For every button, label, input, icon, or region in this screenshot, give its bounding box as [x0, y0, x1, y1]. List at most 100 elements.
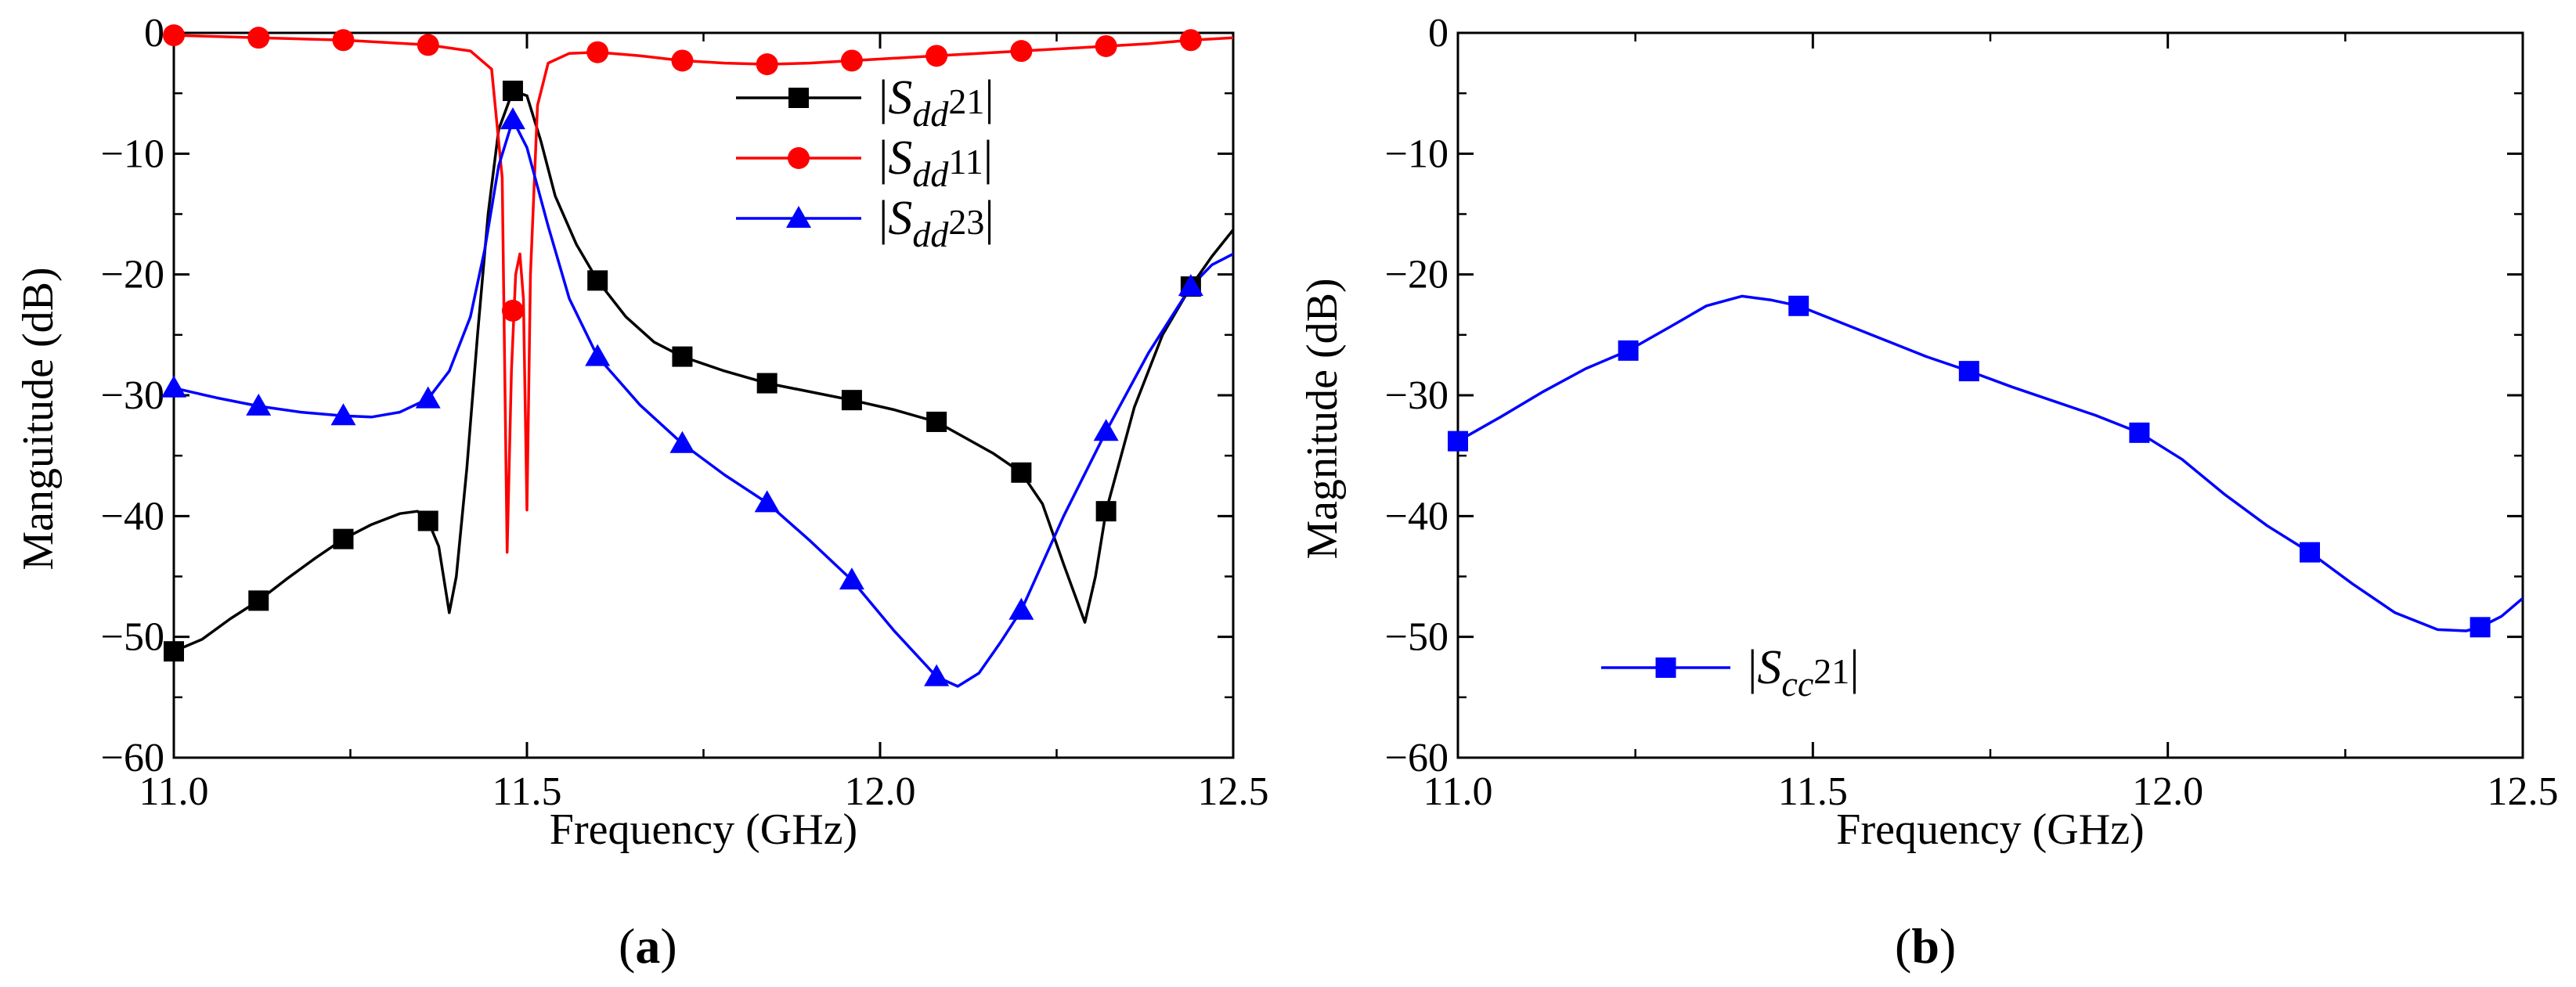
data-point-triangle [839, 567, 864, 590]
data-point-triangle [585, 344, 611, 366]
x-axis-title: Frequency (GHz) [1836, 805, 2144, 854]
data-point-triangle [330, 403, 356, 426]
x-tick-label: 12.5 [2488, 769, 2559, 814]
legend-label-open: | [879, 131, 888, 185]
y-tick-label: −10 [1385, 131, 1449, 176]
y-axis-title: Manguitude (dB) [14, 267, 63, 570]
legend-label-sym: S [888, 192, 912, 245]
data-point-triangle [161, 375, 186, 398]
data-point-triangle [754, 490, 780, 513]
data-point-circle [925, 45, 948, 67]
data-point-circle [247, 27, 270, 49]
series-line-triangle [174, 118, 1233, 688]
data-point-square [1958, 361, 1979, 382]
legend-label-close: | [1849, 641, 1859, 694]
legend-label-open: | [1748, 641, 1757, 694]
y-tick-label: −20 [1385, 253, 1449, 297]
data-point-square [1448, 430, 1468, 452]
data-point-circle [671, 49, 694, 72]
data-point-circle [417, 34, 439, 56]
x-tick-label: 12.5 [1198, 769, 1269, 814]
legend-label-close: | [984, 71, 994, 124]
x-tick-label: 11.0 [139, 769, 208, 814]
data-point-triangle [1008, 597, 1034, 620]
data-point-triangle [1178, 274, 1203, 297]
legend-label-num: 21 [948, 81, 984, 121]
legend-label-sub: cc [1781, 664, 1813, 704]
y-tick-label: −50 [1385, 615, 1449, 660]
y-tick-label: −60 [1385, 736, 1449, 780]
y-tick-label: −20 [101, 253, 164, 297]
data-point-square [248, 590, 269, 611]
data-point-square [502, 81, 523, 102]
data-point-triangle [1093, 419, 1119, 441]
sub-caption: (a) [619, 918, 677, 974]
data-point-triangle [669, 430, 695, 453]
series-line-square [1458, 294, 2523, 632]
sub-caption-close: ) [1939, 918, 1956, 974]
x-tick-label: 11.0 [1423, 769, 1492, 814]
data-point-triangle [500, 107, 525, 130]
data-point-triangle [246, 393, 272, 416]
y-tick-label: −40 [1385, 494, 1449, 539]
data-point-square [164, 641, 184, 662]
y-tick-label: −10 [101, 131, 164, 176]
series-layer [1458, 294, 2523, 632]
data-point-circle [501, 299, 524, 322]
data-point-circle [1095, 34, 1117, 57]
x-tick-label: 12.0 [845, 769, 916, 814]
x-tick-label: 11.5 [492, 769, 561, 814]
data-point-square [1618, 340, 1639, 361]
data-point-square [1011, 462, 1032, 483]
y-axis-title: Magnitude (dB) [1298, 278, 1347, 559]
legend-label-num: 11 [948, 142, 983, 182]
data-point-square [2470, 617, 2491, 638]
sub-caption: (b) [1895, 918, 1956, 974]
legend-label-sym: S [888, 131, 912, 185]
data-point-square [587, 270, 608, 291]
series-line-square [174, 89, 1233, 653]
data-point-triangle [415, 386, 441, 409]
sub-caption-open: ( [1895, 918, 1911, 974]
legend-label-close: | [983, 131, 993, 185]
sub-caption-letter: a [635, 918, 660, 974]
legend-marker-circle [788, 147, 810, 169]
legend-label-sub: dd [912, 154, 949, 194]
legend-label: |Sdd11| [879, 131, 993, 194]
data-point-square [1095, 501, 1117, 522]
y-tick-label: −60 [101, 736, 164, 780]
legend-marker-square [1655, 657, 1676, 678]
data-point-square [756, 373, 777, 394]
x-tick-label: 11.5 [1778, 769, 1848, 814]
data-point-square [926, 411, 947, 432]
legend-label: |Scc21| [1748, 641, 1860, 704]
data-point-triangle [924, 664, 950, 686]
x-tick-label: 12.0 [2132, 769, 2203, 814]
sub-caption-letter: b [1911, 918, 1939, 974]
data-point-circle [586, 41, 609, 63]
data-point-circle [163, 24, 185, 47]
sub-caption-open: ( [619, 918, 635, 974]
legend-label-close: | [984, 192, 994, 245]
data-point-square [841, 390, 862, 411]
legend-label-sym: S [888, 71, 912, 124]
data-point-square [1788, 295, 1809, 316]
data-point-square [2300, 542, 2320, 563]
legend-label: |Sdd23| [879, 192, 994, 254]
y-tick-label: −30 [1385, 373, 1449, 418]
legend-label-sym: S [1757, 641, 1781, 694]
data-point-circle [1010, 40, 1033, 63]
sub-caption-close: ) [660, 918, 676, 974]
y-tick-label: −40 [101, 494, 164, 539]
legend-label-open: | [879, 192, 888, 245]
legend-label-sub: dd [912, 94, 949, 134]
data-point-circle [756, 53, 778, 76]
data-point-circle [332, 29, 355, 52]
legend-label-sub: dd [912, 214, 949, 254]
y-tick-label: −30 [101, 373, 164, 418]
data-point-square [417, 510, 438, 531]
y-tick-label: 0 [144, 11, 164, 56]
